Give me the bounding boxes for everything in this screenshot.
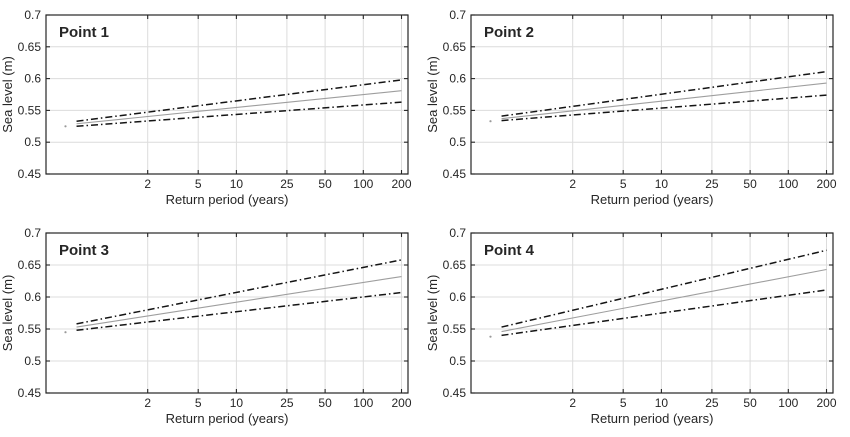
x-tick-label: 5	[620, 396, 627, 410]
lower-confidence-bound-line	[76, 291, 402, 332]
x-tick-label: 100	[353, 177, 373, 191]
x-tick-label: 50	[318, 177, 332, 191]
chart-title: Point 3	[59, 242, 109, 259]
lower-confidence-bound-line	[501, 289, 827, 337]
observation-marker	[64, 331, 67, 334]
x-tick-label: 100	[353, 396, 373, 410]
panel-point-4: 2 5 10 25 50 100 200 0.45 0.5 0.55 0.6 0.65 0.7 Retur…	[425, 218, 850, 437]
y-tick-label: 0.45	[443, 386, 467, 400]
x-tick-label: 100	[778, 396, 798, 410]
y-tick-label: 0.45	[18, 386, 42, 400]
y-tick-label: 0.7	[24, 8, 41, 22]
observation-marker	[489, 335, 492, 338]
y-tick-label: 0.6	[24, 72, 41, 86]
x-axis-label: Return period (years)	[591, 192, 714, 207]
upper-confidence-bound-line	[76, 259, 402, 325]
lower-confidence-bound-line	[501, 94, 827, 122]
y-tick-label: 0.5	[24, 354, 41, 368]
y-tick-label: 0.7	[449, 8, 466, 22]
y-axis-label: Sea level (m)	[0, 56, 15, 133]
y-axis-label: Sea level (m)	[0, 275, 15, 352]
chart-point-1: 2 5 10 25 50 100 2000.450.50.550.60.650.7Retur…	[0, 8, 412, 207]
x-tick-label: 25	[280, 396, 294, 410]
central-estimate-line	[76, 275, 402, 328]
x-tick-label: 100	[778, 177, 798, 191]
x-tick-label: 10	[655, 396, 669, 410]
axis-box	[470, 14, 834, 175]
observation-marker	[64, 125, 67, 128]
x-tick-label: 25	[280, 177, 294, 191]
upper-confidence-bound-line	[76, 79, 402, 122]
y-tick-label: 0.6	[24, 290, 41, 304]
upper-confidence-bound-line	[501, 70, 827, 117]
central-estimate-line	[76, 90, 402, 125]
y-tick-label: 0.5	[449, 354, 466, 368]
chart-point-3: 2 5 10 25 50 100 2000.450.50.550.60.650.7Retur…	[0, 226, 412, 426]
y-tick-label: 0.65	[443, 40, 467, 54]
y-tick-label: 0.55	[443, 322, 467, 336]
panel-point-2: 2 5 10 25 50 100 200 0.45 0.5 0.55 0.6 0.65 0.7 Retur…	[425, 0, 850, 218]
y-tick-label: 0.65	[443, 258, 467, 272]
chart-title: Point 2	[484, 24, 534, 41]
x-tick-label: 25	[705, 177, 719, 191]
y-axis-label: Sea level (m)	[425, 56, 440, 133]
y-tick-label: 0.5	[449, 135, 466, 149]
plot-area	[46, 15, 408, 174]
upper-confidence-bound-line	[501, 249, 827, 328]
x-tick-label: 5	[195, 177, 202, 191]
y-tick-label: 0.65	[18, 40, 42, 54]
x-tick-label: 200	[391, 177, 411, 191]
y-axis-label: Sea level (m)	[425, 275, 440, 352]
x-tick-label: 10	[655, 177, 669, 191]
chart-title: Point 4	[484, 242, 535, 259]
x-tick-label: 25	[705, 396, 719, 410]
x-tick-label: 10	[230, 177, 244, 191]
panel-point-1: 2 5 10 25 50 100 200 0.45 0.5 0.55 0.6 0.65 0.7 Retur…	[0, 0, 425, 218]
y-tick-label: 0.7	[449, 226, 466, 240]
x-tick-label: 50	[743, 396, 757, 410]
x-tick-label: 2	[569, 177, 576, 191]
plot-area	[471, 15, 833, 174]
axis-box	[45, 14, 409, 175]
x-tick-label: 50	[743, 177, 757, 191]
x-tick-label: 2	[144, 396, 151, 410]
x-tick-label: 5	[620, 177, 627, 191]
x-tick-label: 2	[144, 177, 151, 191]
y-tick-label: 0.55	[18, 322, 42, 336]
axis-box	[470, 232, 834, 394]
axis-box	[45, 232, 409, 394]
x-axis-label: Return period (years)	[166, 192, 289, 207]
observation-marker	[489, 120, 492, 123]
x-tick-label: 50	[318, 396, 332, 410]
x-tick-label: 5	[195, 396, 202, 410]
y-tick-label: 0.5	[24, 135, 41, 149]
y-tick-label: 0.6	[449, 290, 466, 304]
x-axis-label: Return period (years)	[166, 411, 289, 426]
chart-point-2: 2 5 10 25 50 100 2000.450.50.550.60.650.7Retur…	[425, 8, 837, 207]
x-axis-label: Return period (years)	[591, 411, 714, 426]
y-tick-label: 0.55	[443, 103, 467, 117]
central-estimate-line	[501, 82, 827, 120]
y-tick-label: 0.7	[24, 226, 41, 240]
y-tick-label: 0.45	[18, 167, 42, 181]
y-tick-label: 0.6	[449, 72, 466, 86]
chart-title: Point 1	[59, 24, 109, 41]
central-estimate-line	[501, 268, 827, 333]
x-tick-label: 200	[816, 177, 836, 191]
plot-area	[471, 233, 833, 393]
lower-confidence-bound-line	[76, 101, 402, 128]
chart-point-4: 2 5 10 25 50 100 2000.450.50.550.60.650.7Retur…	[425, 226, 837, 426]
panel-point-3: 2 5 10 25 50 100 200 0.45 0.5 0.55 0.6 0.65 0.7 Retur…	[0, 218, 425, 437]
y-tick-label: 0.65	[18, 258, 42, 272]
x-tick-label: 2	[569, 396, 576, 410]
x-tick-label: 200	[391, 396, 411, 410]
y-tick-label: 0.45	[443, 167, 467, 181]
x-tick-label: 200	[816, 396, 836, 410]
y-tick-label: 0.55	[18, 103, 42, 117]
x-tick-label: 10	[230, 396, 244, 410]
